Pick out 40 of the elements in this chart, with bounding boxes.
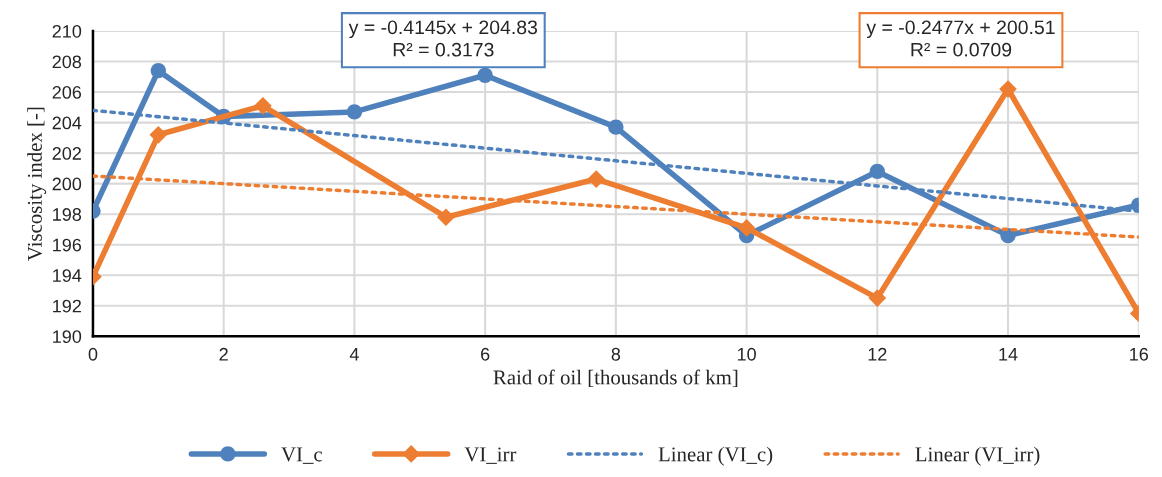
point	[254, 96, 272, 115]
y-tick-label: 196	[53, 238, 82, 252]
point	[868, 289, 887, 307]
x-axis-title: Raid of oil [thousands of km]	[493, 369, 738, 388]
point	[149, 125, 168, 144]
x-tick-label: 6	[481, 347, 490, 361]
x-tick-label: 16	[1130, 347, 1149, 361]
x-tick-label: 14	[999, 348, 1018, 361]
y-tick-label: 190	[53, 330, 82, 344]
point	[346, 104, 363, 120]
y-tick-label: 194	[53, 269, 82, 282]
y-tick-label: 200	[52, 177, 82, 191]
point	[477, 67, 493, 83]
x-tick-label: 4	[349, 348, 359, 361]
y-tick-label: 210	[52, 24, 82, 38]
y-tick-label: 192	[53, 299, 81, 313]
legend-label: VI_c	[281, 447, 323, 464]
y-tick-label: 206	[52, 86, 82, 99]
point	[608, 119, 624, 135]
y-tick-label: 202	[52, 147, 81, 160]
legend-label: VI_irr	[464, 447, 517, 464]
point	[587, 170, 606, 188]
point	[869, 163, 885, 180]
x-tick-label: 12	[868, 347, 887, 361]
y-axis-title: Viscosity index [-]	[27, 107, 47, 261]
y-tick-label: 204	[52, 116, 82, 130]
x-tick-label: 2	[219, 347, 228, 361]
annotation: y = -0.4145x + 204.83 R² = 0.3173	[348, 20, 538, 57]
y-tick-label: 208	[52, 55, 82, 69]
legend-label: Linear (VI_irr)	[915, 446, 1040, 466]
x-tick-label: 0	[88, 347, 98, 361]
y-tick-label: 198	[53, 208, 82, 221]
point	[737, 219, 756, 237]
x-tick-label: 10	[737, 347, 756, 361]
point	[150, 63, 166, 79]
x-tick-label: 8	[611, 347, 621, 361]
annotation: y = -0.2477x + 200.51 R² = 0.0709	[866, 20, 1055, 57]
point	[437, 208, 455, 227]
point	[999, 80, 1017, 98]
legend-label: Linear (VI_c)	[658, 446, 773, 466]
